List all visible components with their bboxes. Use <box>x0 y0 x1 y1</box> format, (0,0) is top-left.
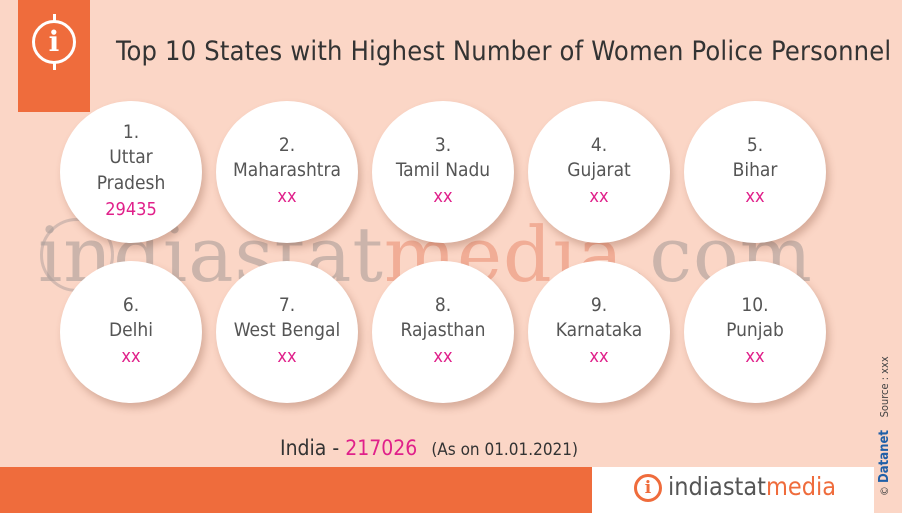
state-value: xx <box>277 346 297 367</box>
state-value: xx <box>433 186 453 207</box>
total-label: India <box>280 436 327 460</box>
state-value: xx <box>589 186 609 207</box>
state-circle-7: 7. West Bengal xx <box>216 261 358 403</box>
state-rank: 3. <box>434 134 452 156</box>
brand-part-a: indiastat <box>668 472 766 501</box>
state-value: 29435 <box>105 199 157 220</box>
info-icon: i <box>634 474 662 502</box>
side-credit: © Datanet Source : xxx <box>877 356 892 496</box>
state-name: Tamil Nadu <box>395 159 491 181</box>
state-rank: 10. <box>741 294 769 316</box>
state-name: Gujarat <box>567 159 631 181</box>
state-name: Punjab <box>726 319 784 341</box>
state-name: Rajasthan <box>400 319 486 341</box>
state-rank: 7. <box>278 294 296 316</box>
state-circle-2: 2. Maharashtra xx <box>216 101 358 243</box>
total-value: 217026 <box>345 436 418 460</box>
state-name: Uttar Pradesh <box>96 146 166 194</box>
header-tab: i <box>18 0 90 112</box>
total-date: (As on 01.01.2021) <box>431 440 578 460</box>
copyright-symbol: © <box>878 486 891 496</box>
state-name: West Bengal <box>233 319 341 341</box>
state-value: xx <box>745 346 765 367</box>
state-rank: 9. <box>590 294 608 316</box>
total-separator: - <box>332 436 340 460</box>
state-name: Karnataka <box>555 319 643 341</box>
state-rank: 4. <box>590 134 608 156</box>
info-icon: i <box>32 14 76 70</box>
state-circle-6: 6. Delhi xx <box>60 261 202 403</box>
state-value: xx <box>745 186 765 207</box>
state-rank: 5. <box>746 134 764 156</box>
state-circle-3: 3. Tamil Nadu xx <box>372 101 514 243</box>
state-name: Maharashtra <box>233 159 341 181</box>
state-circle-5: 5. Bihar xx <box>684 101 826 243</box>
state-circle-4: 4. Gujarat xx <box>528 101 670 243</box>
state-circle-8: 8. Rajasthan xx <box>372 261 514 403</box>
footer-brand: indiastatmedia <box>668 472 836 502</box>
page-title: Top 10 States with Highest Number of Wom… <box>116 36 892 67</box>
state-value: xx <box>589 346 609 367</box>
state-value: xx <box>433 346 453 367</box>
state-rank: 1. <box>122 121 140 143</box>
state-name: Delhi <box>108 319 154 341</box>
state-rank: 8. <box>434 294 452 316</box>
brand-part-b: media <box>765 472 837 501</box>
source-text: Source : xxx <box>878 356 891 418</box>
state-circle-1: 1. Uttar Pradesh 29435 <box>60 101 202 243</box>
datanet-logo: Datanet <box>877 429 892 483</box>
state-circle-9: 9. Karnataka xx <box>528 261 670 403</box>
india-total: India - 217026 (As on 01.01.2021) <box>280 436 578 460</box>
state-circle-10: 10. Punjab xx <box>684 261 826 403</box>
state-value: xx <box>277 186 297 207</box>
state-value: xx <box>121 346 141 367</box>
state-rank: 2. <box>278 134 296 156</box>
state-rank: 6. <box>122 294 140 316</box>
state-name: Bihar <box>732 159 778 181</box>
